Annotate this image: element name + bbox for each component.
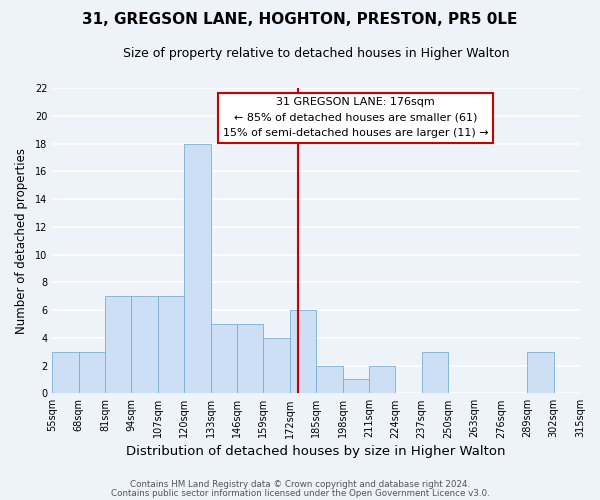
Bar [237,324,263,394]
Bar [211,324,237,394]
Bar [184,144,211,394]
Text: 31, GREGSON LANE, HOGHTON, PRESTON, PR5 0LE: 31, GREGSON LANE, HOGHTON, PRESTON, PR5 … [82,12,518,28]
Bar [290,310,316,394]
Title: Size of property relative to detached houses in Higher Walton: Size of property relative to detached ho… [123,48,509,60]
Bar [105,296,131,394]
Text: Contains HM Land Registry data © Crown copyright and database right 2024.: Contains HM Land Registry data © Crown c… [130,480,470,489]
Bar [158,296,184,394]
Bar [131,296,158,394]
Bar [52,352,79,394]
Text: Contains public sector information licensed under the Open Government Licence v3: Contains public sector information licen… [110,488,490,498]
Bar [527,352,554,394]
Bar [263,338,290,394]
Bar [422,352,448,394]
Bar [316,366,343,394]
Bar [343,380,369,394]
Y-axis label: Number of detached properties: Number of detached properties [15,148,28,334]
Text: 31 GREGSON LANE: 176sqm
← 85% of detached houses are smaller (61)
15% of semi-de: 31 GREGSON LANE: 176sqm ← 85% of detache… [223,97,488,138]
Bar [369,366,395,394]
Bar [79,352,105,394]
X-axis label: Distribution of detached houses by size in Higher Walton: Distribution of detached houses by size … [127,444,506,458]
